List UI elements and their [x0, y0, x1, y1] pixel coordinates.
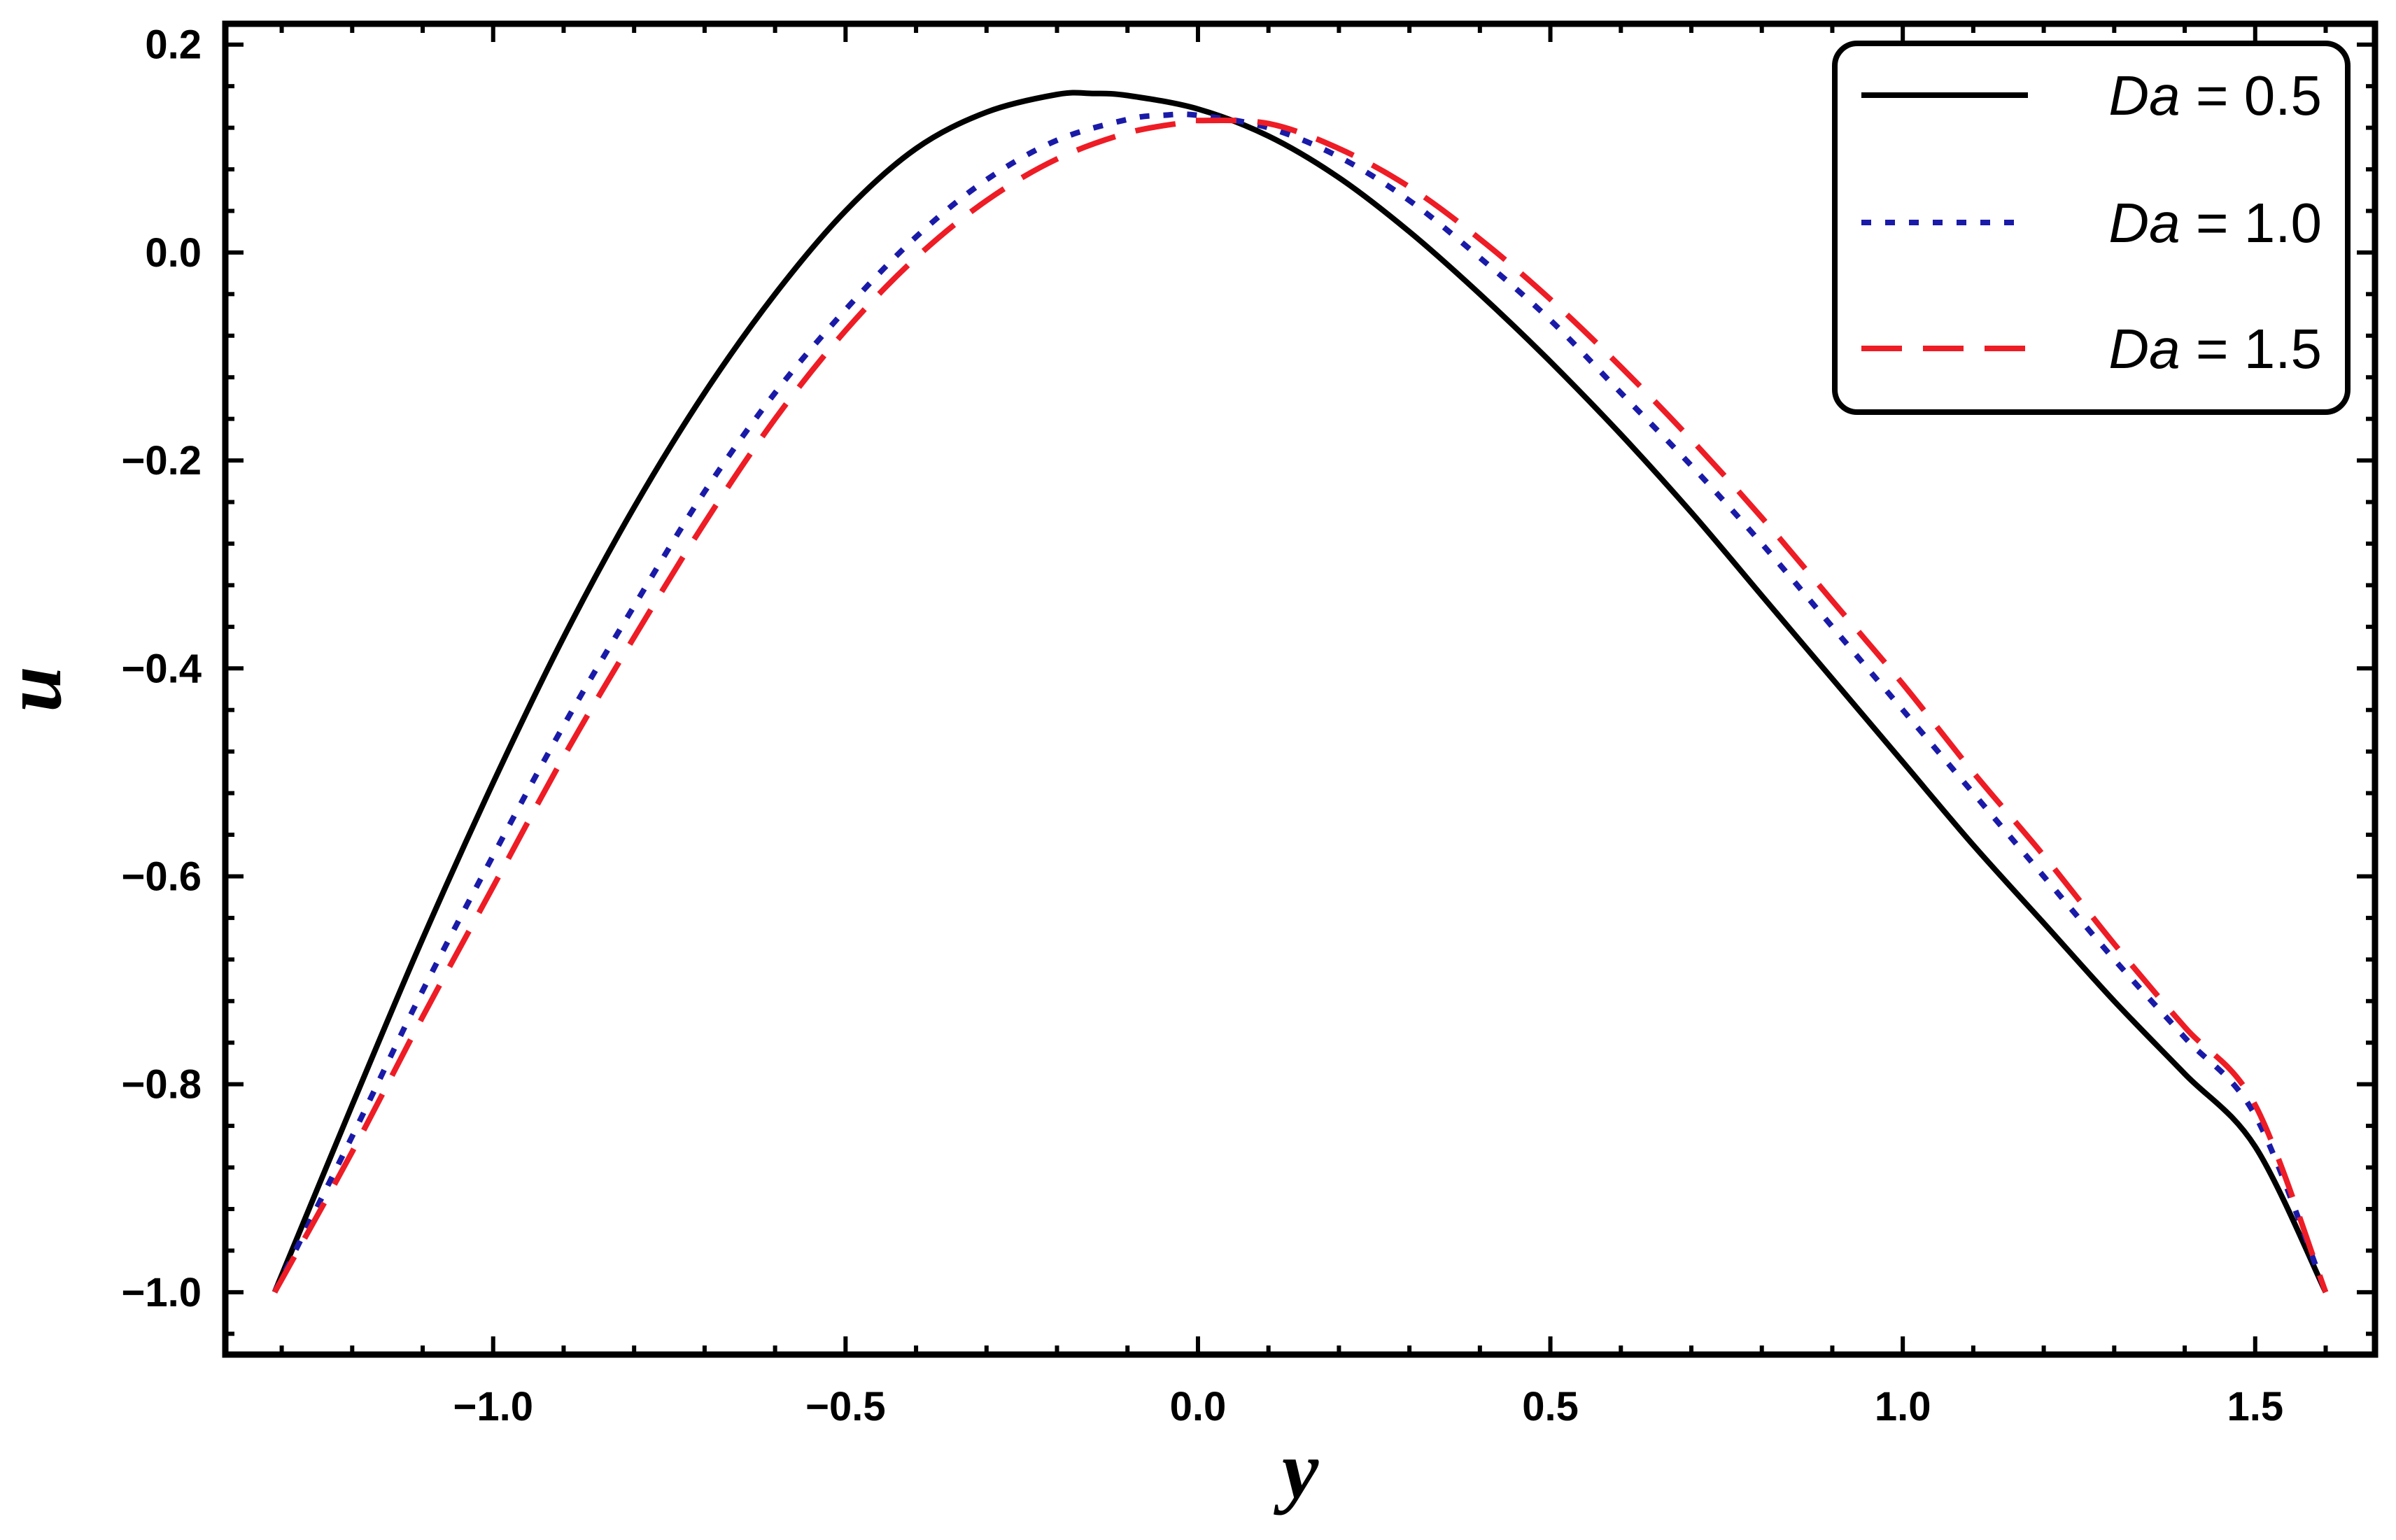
series-line-3 [272, 117, 2329, 1294]
plot-lines [272, 90, 2329, 1294]
legend-label-2: Da = 1.0 [2108, 192, 2322, 254]
x-tick-label: −1.0 [453, 1384, 533, 1429]
x-tick-label: 0.5 [1522, 1384, 1579, 1429]
legend-label-3: Da = 1.5 [2108, 318, 2322, 380]
legend-label-1: Da = 0.5 [2108, 64, 2322, 127]
plot-frame [222, 20, 2379, 1358]
y-tick-label: −0.6 [122, 854, 202, 899]
y-tick-label: 0.2 [145, 22, 202, 68]
x-tick-label: −0.5 [805, 1384, 886, 1429]
y-tick-label: −0.2 [122, 438, 202, 483]
legend: Da = 0.5 Da = 1.0 Da = 1.5 [1832, 41, 2351, 415]
series-line-1 [272, 90, 2329, 1294]
axis-ticks [225, 24, 2375, 1355]
y-tick-label: −1.0 [122, 1270, 202, 1315]
y-tick-label: −0.8 [122, 1062, 202, 1108]
y-tick-label: −0.4 [122, 646, 202, 691]
x-tick-label: 1.0 [1875, 1384, 1931, 1429]
tick-labels: −1.0 −0.5 0.0 0.5 1.0 1.5 0.2 0.0 −0.2 −0.4 −0.6 −0… [122, 22, 2284, 1429]
legend-box [1832, 41, 2351, 415]
y-tick-label: 0.0 [145, 230, 202, 276]
y-axis-title: u [0, 666, 78, 712]
x-tick-label: 0.0 [1170, 1384, 1227, 1429]
x-tick-label: 1.5 [2227, 1384, 2283, 1429]
